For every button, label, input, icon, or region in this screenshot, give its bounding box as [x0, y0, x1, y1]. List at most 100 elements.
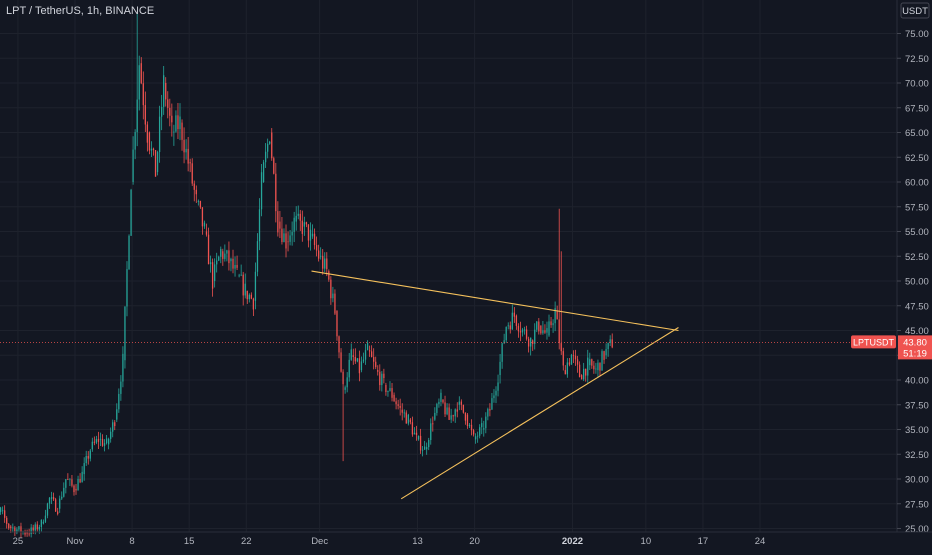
- candle-body: [142, 83, 144, 106]
- price-tick-label: 50.00: [905, 277, 929, 288]
- candle-body: [8, 523, 10, 529]
- candle-body: [466, 414, 469, 427]
- time-tick-label: 20: [469, 536, 480, 547]
- candle-body: [525, 329, 528, 339]
- candle-body: [275, 173, 277, 212]
- candle-body: [197, 200, 199, 202]
- candle-body: [544, 330, 546, 333]
- time-tick-label: 24: [755, 536, 766, 547]
- candle-body: [154, 150, 157, 177]
- candle-body: [258, 209, 261, 242]
- candle-body: [6, 517, 8, 524]
- price-axis[interactable]: USDT 25.00 27.50 30.00 32.50 35.00 37.50 40.00…: [896, 0, 930, 535]
- last-price-box: [898, 335, 932, 360]
- candle-body: [444, 402, 446, 415]
- candle-body: [481, 423, 483, 428]
- candle-body: [340, 352, 342, 372]
- candle-body: [73, 485, 75, 493]
- price-tick-label: 27.50: [905, 499, 929, 510]
- time-tick-label: 13: [412, 536, 423, 547]
- candle-body: [185, 148, 187, 153]
- candle-body: [503, 340, 505, 344]
- candle-body: [112, 422, 114, 432]
- candle-body: [256, 241, 259, 272]
- candle-body: [452, 415, 454, 417]
- candle-body: [350, 349, 352, 360]
- candle-body: [472, 430, 475, 435]
- candle-body: [509, 325, 511, 330]
- candle-body: [419, 435, 422, 451]
- candle-body: [434, 412, 436, 420]
- candle-body: [95, 438, 98, 443]
- candle-body: [456, 409, 458, 412]
- candle-body: [287, 241, 289, 243]
- candle-body: [244, 283, 246, 296]
- candle-body: [30, 527, 32, 535]
- candle-body: [146, 124, 149, 143]
- candle-body: [513, 312, 516, 317]
- candle-body: [116, 409, 118, 420]
- candle-body: [507, 325, 509, 327]
- candle-body: [403, 412, 405, 414]
- candle-body: [307, 224, 310, 241]
- candle-body: [173, 131, 175, 133]
- price-tick-label: 60.00: [905, 178, 929, 189]
- candle-body: [485, 416, 487, 429]
- price-tick-label: 32.50: [905, 450, 929, 461]
- time-axis[interactable]: 25 Nov 8 15 22 Dec 13 20 2022 10 17 24: [0, 531, 932, 547]
- candle-body: [360, 361, 363, 371]
- candle-body: [315, 245, 318, 251]
- candle-body: [446, 407, 448, 415]
- candle-body: [460, 401, 462, 405]
- candle-body: [448, 407, 450, 420]
- candle-body: [370, 351, 373, 358]
- candle-body: [458, 401, 460, 405]
- candle-body: [328, 271, 330, 280]
- candle-body: [207, 234, 210, 265]
- candle-body: [505, 327, 507, 341]
- candle-body: [320, 255, 322, 257]
- candle-body: [71, 479, 73, 486]
- candle-body: [377, 370, 379, 372]
- candle-body: [254, 271, 257, 301]
- grid: [0, 0, 897, 532]
- time-tick-label: 10: [641, 536, 652, 547]
- candle-body: [46, 503, 49, 516]
- symbol-title[interactable]: LPT / TetherUS, 1h, BINANCE: [6, 5, 155, 17]
- candle-body: [97, 438, 100, 442]
- candle-body: [521, 329, 524, 333]
- candle-body: [305, 222, 308, 225]
- candle-body: [120, 381, 122, 394]
- price-tick-label: 55.00: [905, 227, 929, 238]
- candle-body: [230, 258, 232, 262]
- price-tick-label: 72.50: [905, 54, 929, 65]
- candle-body: [324, 258, 326, 269]
- candle-body: [578, 364, 581, 378]
- candle-body: [550, 321, 552, 326]
- candle-body: [179, 116, 181, 130]
- candle-body: [519, 331, 522, 333]
- candle-body: [0, 507, 2, 513]
- candle-body: [248, 294, 250, 300]
- candle-body: [220, 249, 222, 257]
- candle-body: [191, 163, 193, 184]
- candle-body: [83, 463, 85, 475]
- candle-body: [474, 436, 477, 440]
- currency-badge[interactable]: USDT: [900, 2, 930, 19]
- candle-body: [228, 250, 230, 264]
- candle-body: [517, 325, 520, 332]
- candle-body: [124, 306, 126, 361]
- candle-body: [140, 63, 142, 84]
- candle-body: [501, 343, 503, 362]
- price-tick-label: 70.00: [905, 79, 929, 90]
- candle-body: [156, 152, 159, 173]
- price-tick-label: 52.50: [905, 252, 929, 263]
- candle-body: [181, 122, 183, 140]
- candle-body: [295, 215, 297, 222]
- price-ticks: 25.0027.5030.0032.5035.0037.5040.0042.50…: [897, 29, 929, 535]
- candle-body: [585, 368, 587, 376]
- candle-body: [122, 353, 124, 382]
- candle-body: [189, 162, 191, 164]
